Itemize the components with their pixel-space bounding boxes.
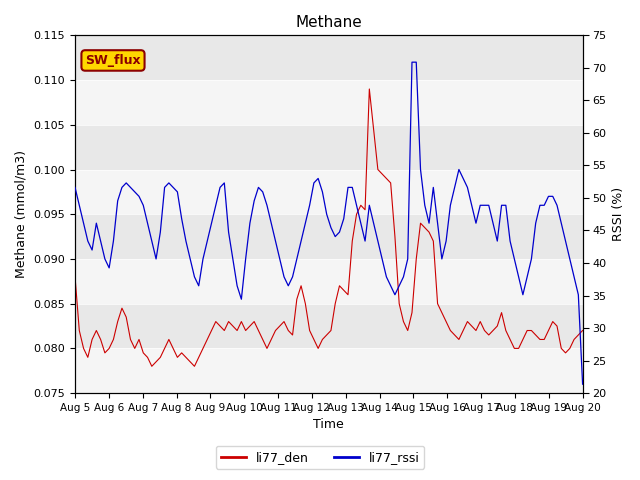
X-axis label: Time: Time bbox=[314, 419, 344, 432]
Title: Methane: Methane bbox=[296, 15, 362, 30]
Bar bbox=[75, 80, 582, 125]
Y-axis label: Methane (mmol/m3): Methane (mmol/m3) bbox=[15, 150, 28, 278]
Bar bbox=[75, 348, 582, 393]
Y-axis label: RSSI (%): RSSI (%) bbox=[612, 187, 625, 241]
Bar bbox=[75, 169, 582, 214]
Bar bbox=[75, 259, 582, 304]
Text: SW_flux: SW_flux bbox=[85, 54, 141, 67]
Legend: li77_den, li77_rssi: li77_den, li77_rssi bbox=[216, 446, 424, 469]
